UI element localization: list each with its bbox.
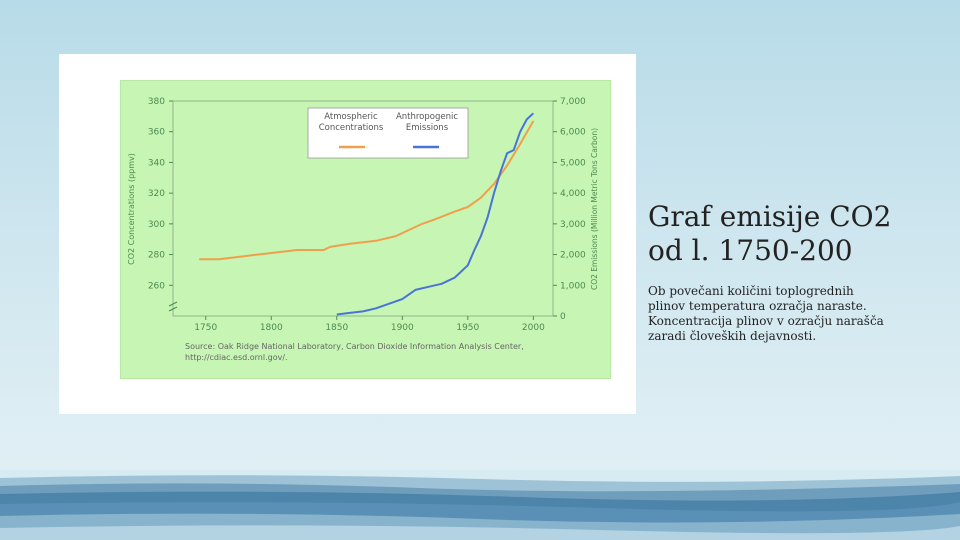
- x-tick-label: 1900: [391, 323, 414, 333]
- y-tick-label: 280: [148, 251, 165, 261]
- y-tick-label: 380: [148, 97, 165, 107]
- emissions-line: [336, 112, 534, 316]
- source-line-1: Source: Oak Ridge National Laboratory, C…: [185, 342, 524, 351]
- y2-tick-label: 0: [560, 312, 566, 322]
- x-tick-label: 1750: [194, 323, 217, 333]
- chart-frame: 380 360 340 320 300 280 260 7,000 6,000 5,000 4,0…: [120, 80, 611, 379]
- y2-tick-label: 7,000: [560, 97, 586, 107]
- plot-area: [172, 100, 554, 317]
- y-tick-label: 300: [148, 220, 165, 230]
- legend-label-concentrations: Atmospheric Concentrations: [319, 112, 384, 133]
- y2-tick-label: 2,000: [560, 251, 586, 261]
- y-axis-title: CO2 Concentrations (ppmv): [127, 153, 136, 265]
- legend-box: [307, 107, 469, 159]
- x-tick-label: 1800: [260, 323, 283, 333]
- slide-title: Graf emisije CO2 od l. 1750-200: [648, 200, 948, 268]
- y2-axis-title: CO2 Emissions (Million Metric Tons Carbo…: [590, 128, 599, 290]
- slide-title-line-1: Graf emisije CO2: [648, 200, 892, 233]
- y2-tick-label: 1,000: [560, 281, 586, 291]
- x-tick-label: 1850: [325, 323, 348, 333]
- y-tick-label: 360: [148, 128, 165, 138]
- water-decoration: [0, 470, 960, 540]
- y-tick-label: 340: [148, 158, 165, 168]
- slide-body-text: Ob povečani količini toplogrednih plinov…: [648, 284, 884, 343]
- chart-image: 380 360 340 320 300 280 260 7,000 6,000 5,000 4,0…: [59, 54, 636, 414]
- y2-tick-label: 3,000: [560, 220, 586, 230]
- source-line-2: http://cdiac.esd.ornl.gov/.: [185, 353, 288, 362]
- legend-label-emissions: Anthropogenic Emissions: [396, 112, 458, 133]
- concentrations-line: [199, 120, 535, 261]
- y2-tick-label: 6,000: [560, 128, 586, 138]
- y2-tick-label: 5,000: [560, 158, 586, 168]
- y-tick-label: 320: [148, 189, 165, 199]
- slide-title-line-2: od l. 1750-200: [648, 234, 853, 267]
- water-waves-graphic: [0, 470, 960, 540]
- co2-chart: 380 360 340 320 300 280 260 7,000 6,000 5,000 4,0…: [127, 97, 599, 362]
- x-tick-label: 1950: [456, 323, 479, 333]
- x-tick-label: 2000: [522, 323, 545, 333]
- axis-break-mark: [168, 301, 178, 312]
- legend: Atmospheric Concentrations Anthropogenic E…: [307, 107, 469, 159]
- y2-tick-label: 4,000: [560, 189, 586, 199]
- y-tick-label: 260: [148, 281, 165, 291]
